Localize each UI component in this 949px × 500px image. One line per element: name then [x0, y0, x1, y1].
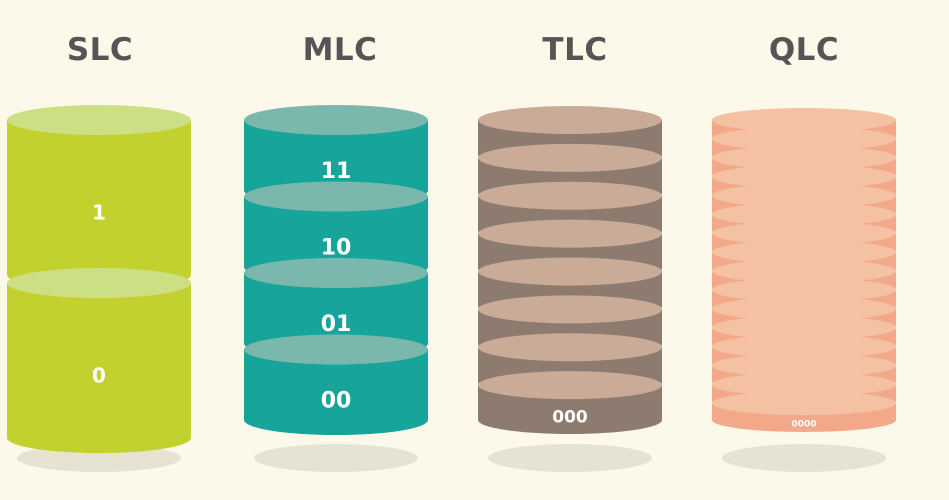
slc-title: SLC: [66, 32, 134, 68]
qlc-cell-top: [712, 391, 896, 416]
qlc-cell-top: [712, 315, 896, 340]
qlc-cell-top: [712, 183, 896, 208]
tlc-cell-top: [478, 143, 662, 172]
tlc-cell-top: [478, 333, 662, 362]
slc-cell-0: 0: [7, 268, 191, 453]
slc-cell-top: [7, 268, 191, 298]
qlc-cell-top: [712, 240, 896, 265]
tlc-title: TLC: [542, 32, 608, 68]
tlc-floor-shadow: [488, 444, 652, 472]
tlc-cell-top: [478, 181, 662, 210]
qlc-title: QLC: [768, 32, 840, 68]
qlc-cell-top: [712, 259, 896, 283]
mlc-cell-top: [244, 258, 428, 288]
tlc-cell-label: 000: [552, 408, 588, 428]
mlc-cell-top: [244, 105, 428, 135]
mlc-stack: 11 10 01 00: [244, 105, 428, 472]
slc-cell-side: [7, 283, 191, 453]
mlc-floor-shadow: [254, 444, 418, 472]
tlc-cell-top: [478, 257, 662, 286]
mlc-cell-label: 00: [321, 388, 352, 413]
qlc-cell-top: [712, 296, 896, 321]
slc-cell-label: 1: [92, 201, 106, 225]
qlc-cell-top: [712, 108, 896, 132]
slc-stack: 10: [7, 105, 191, 472]
tlc-stack: 111110101100011010001000: [478, 106, 662, 472]
qlc-cell-0000: 0000: [712, 391, 896, 432]
tlc-cell-top: [478, 106, 662, 134]
qlc-cell-top: [712, 334, 896, 359]
qlc-floor-shadow: [722, 444, 886, 472]
mlc-cell-label: 01: [321, 312, 352, 337]
tlc-cell-top: [478, 371, 662, 400]
qlc-cell-top: [712, 221, 896, 246]
tlc-cell-side: [478, 385, 662, 434]
slc-cell-top: [7, 105, 191, 135]
qlc-cell-top: [712, 353, 896, 378]
mlc-cell-label: 10: [321, 235, 352, 260]
slc-cell-side: [7, 120, 191, 290]
mlc-cell-00: 00: [244, 334, 428, 435]
tlc-cell-top: [478, 219, 662, 248]
mlc-cell-top: [244, 334, 428, 365]
tlc-cell-top: [478, 295, 662, 324]
slc-cell-label: 0: [92, 364, 106, 388]
qlc-cell-top: [712, 202, 896, 227]
tlc-cell-000: 000: [478, 371, 662, 434]
mlc-cell-side: [244, 349, 428, 435]
qlc-cell-top: [712, 372, 896, 397]
mlc-cell-top: [244, 181, 428, 212]
qlc-stack: 1111111011011100101110101001100001110110…: [712, 108, 896, 472]
qlc-cell-top: [712, 126, 896, 151]
qlc-cell-top: [712, 164, 896, 189]
qlc-cell-top: [712, 277, 896, 302]
mlc-title: MLC: [302, 32, 378, 68]
slc-cell-1: 1: [7, 105, 191, 290]
qlc-cell-label: 0000: [791, 420, 816, 430]
qlc-cell-top: [712, 145, 896, 170]
mlc-cell-label: 11: [321, 159, 352, 184]
